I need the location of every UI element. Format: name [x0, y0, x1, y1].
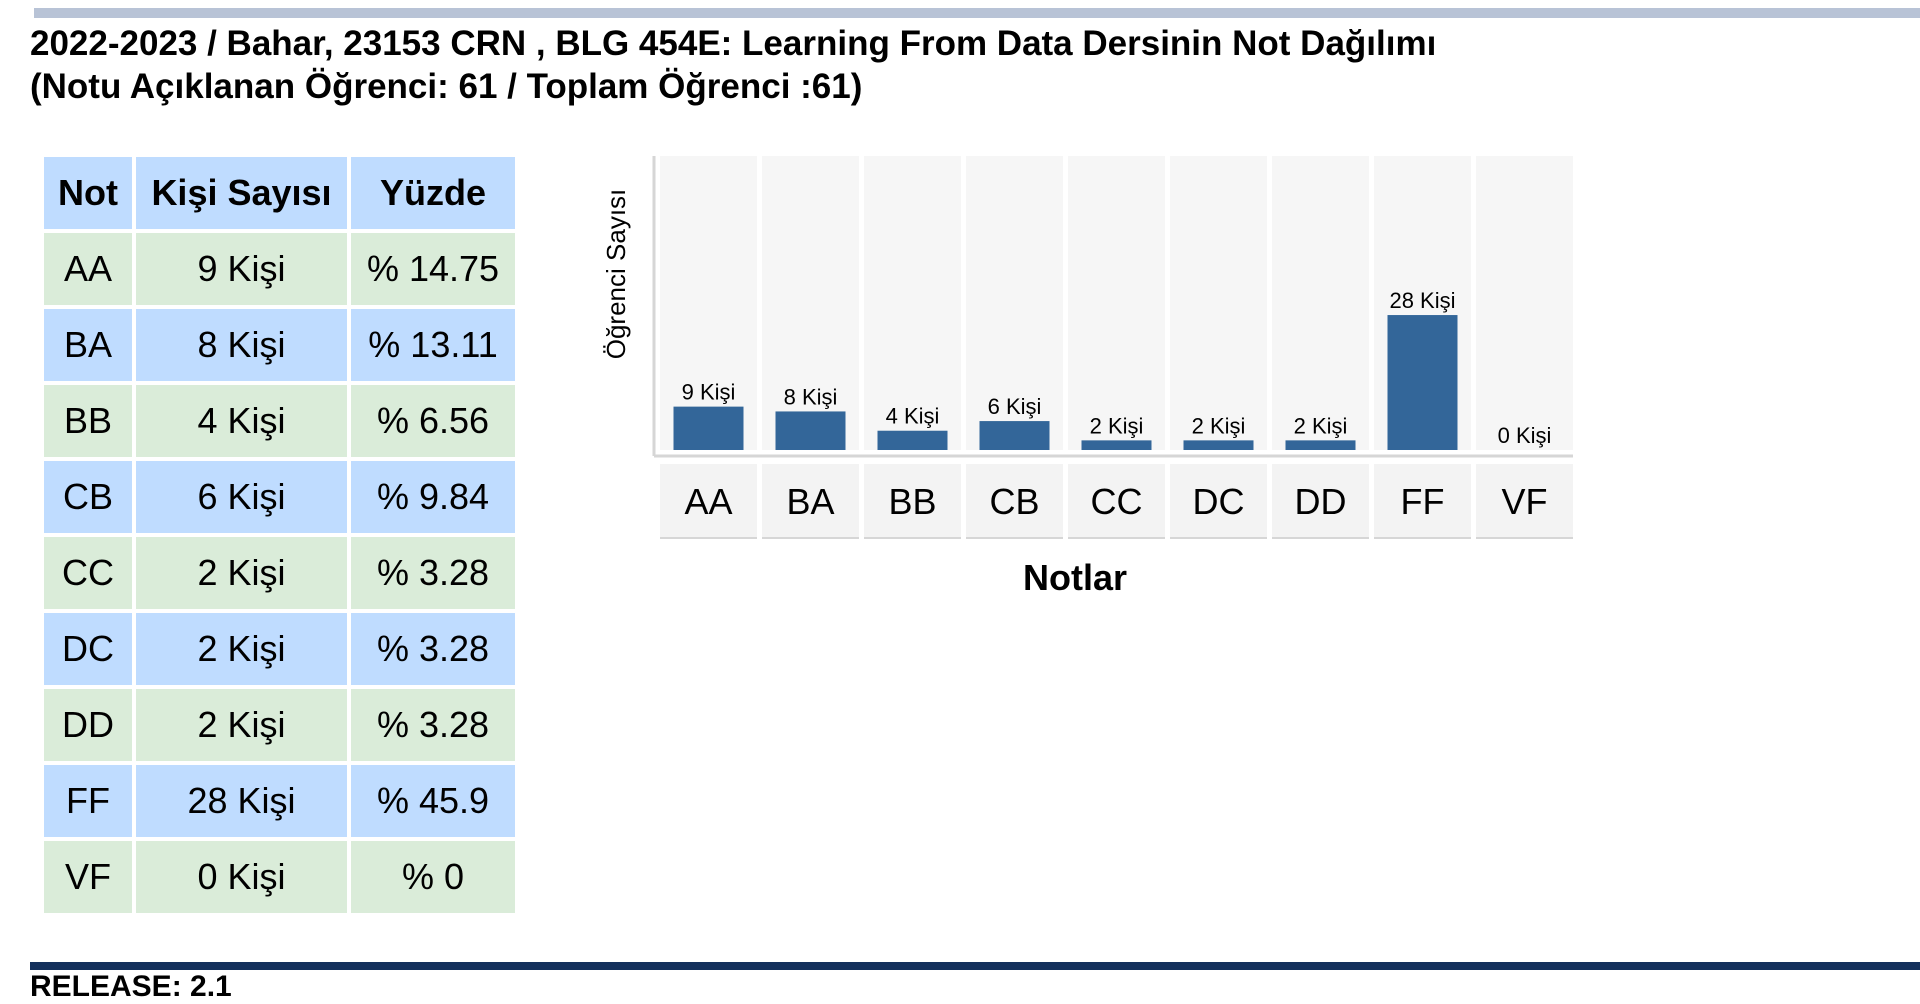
- percent-cell: % 3.28: [351, 689, 515, 761]
- y-axis-label: Öğrenci Sayısı: [601, 189, 631, 360]
- percent-cell: % 13.11: [351, 309, 515, 381]
- table-row: VF 0 Kişi % 0: [44, 841, 515, 913]
- table-row: CB 6 Kişi % 9.84: [44, 461, 515, 533]
- grade-cell: CB: [44, 461, 132, 533]
- count-cell: 2 Kişi: [136, 689, 347, 761]
- x-tick-label: CB: [989, 481, 1039, 522]
- table-row: DC 2 Kişi % 3.28: [44, 613, 515, 685]
- x-axis-label: Notlar: [1023, 557, 1127, 598]
- category-cell: [1476, 464, 1573, 538]
- data-label: 2 Kişi: [1192, 413, 1246, 438]
- table-row: AA 9 Kişi % 14.75: [44, 233, 515, 305]
- column-background: [660, 156, 757, 450]
- grade-cell: DC: [44, 613, 132, 685]
- count-cell: 0 Kişi: [136, 841, 347, 913]
- x-tick-label: BB: [888, 481, 936, 522]
- percent-cell: % 0: [351, 841, 515, 913]
- count-cell: 4 Kişi: [136, 385, 347, 457]
- x-tick-label: CC: [1091, 481, 1143, 522]
- category-cell: [1170, 464, 1267, 538]
- top-divider: [34, 8, 1920, 18]
- grade-cell: AA: [44, 233, 132, 305]
- bar-ba: [775, 411, 846, 450]
- data-label: 8 Kişi: [784, 384, 838, 409]
- percent-cell: % 6.56: [351, 385, 515, 457]
- grade-cell: BA: [44, 309, 132, 381]
- data-label: 9 Kişi: [682, 380, 736, 405]
- data-label: 0 Kişi: [1498, 423, 1552, 448]
- bar-cb: [979, 421, 1050, 450]
- header-yuzde: Yüzde: [351, 157, 515, 229]
- data-label: 6 Kişi: [988, 394, 1042, 419]
- percent-cell: % 9.84: [351, 461, 515, 533]
- category-cell: [1374, 464, 1471, 538]
- category-cell: [660, 464, 757, 538]
- bar-bb: [877, 430, 948, 450]
- count-cell: 2 Kişi: [136, 613, 347, 685]
- count-cell: 2 Kişi: [136, 537, 347, 609]
- x-tick-label: AA: [684, 481, 732, 522]
- table-row: BA 8 Kişi % 13.11: [44, 309, 515, 381]
- grade-cell: VF: [44, 841, 132, 913]
- table-row: CC 2 Kişi % 3.28: [44, 537, 515, 609]
- category-cell: [864, 464, 961, 538]
- column-background: [966, 156, 1063, 450]
- column-background: [1170, 156, 1267, 450]
- x-tick-label: FF: [1401, 481, 1445, 522]
- column-background: [1068, 156, 1165, 450]
- percent-cell: % 14.75: [351, 233, 515, 305]
- x-tick-label: DD: [1295, 481, 1347, 522]
- x-tick-label: DC: [1193, 481, 1245, 522]
- category-cell: [1068, 464, 1165, 538]
- count-cell: 9 Kişi: [136, 233, 347, 305]
- data-label: 28 Kişi: [1389, 288, 1455, 313]
- bar-aa: [673, 406, 744, 450]
- column-background: [1476, 156, 1573, 450]
- percent-cell: % 3.28: [351, 613, 515, 685]
- bar-dc: [1183, 440, 1254, 450]
- count-cell: 6 Kişi: [136, 461, 347, 533]
- bar-dd: [1285, 440, 1356, 450]
- grade-cell: FF: [44, 765, 132, 837]
- header-not: Not: [44, 157, 132, 229]
- grade-cell: CC: [44, 537, 132, 609]
- header-kisi-sayisi: Kişi Sayısı: [136, 157, 347, 229]
- column-background: [762, 156, 859, 450]
- table-row: BB 4 Kişi % 6.56: [44, 385, 515, 457]
- category-cell: [762, 464, 859, 538]
- grade-cell: DD: [44, 689, 132, 761]
- page-title-line-2: (Notu Açıklanan Öğrenci: 61 / Toplam Öğr…: [30, 67, 863, 106]
- data-label: 4 Kişi: [886, 404, 940, 429]
- data-label: 2 Kişi: [1294, 413, 1348, 438]
- grade-distribution-table: Not Kişi Sayısı Yüzde AA 9 Kişi % 14.75 …: [40, 153, 519, 917]
- count-cell: 8 Kişi: [136, 309, 347, 381]
- grade-distribution-chart: Öğrenci Sayısı 9 Kişi AA 8 Kişi BA 4 Kişi BB 6…: [601, 156, 1573, 598]
- x-tick-label: VF: [1501, 481, 1547, 522]
- data-label: 2 Kişi: [1090, 413, 1144, 438]
- x-tick-label: BA: [786, 481, 834, 522]
- grade-cell: BB: [44, 385, 132, 457]
- percent-cell: % 45.9: [351, 765, 515, 837]
- category-cell: [966, 464, 1063, 538]
- bottom-divider: [30, 962, 1920, 970]
- page-title-line-1: 2022-2023 / Bahar, 23153 CRN , BLG 454E:…: [30, 24, 1437, 63]
- column-background: [864, 156, 961, 450]
- page-title: 2022-2023 / Bahar, 23153 CRN , BLG 454E:…: [30, 22, 1436, 108]
- table-row: FF 28 Kişi % 45.9: [44, 765, 515, 837]
- bar-cc: [1081, 440, 1152, 450]
- release-label: RELEASE: 2.1: [30, 970, 232, 1003]
- category-cell: [1272, 464, 1369, 538]
- column-background: [1272, 156, 1369, 450]
- count-cell: 28 Kişi: [136, 765, 347, 837]
- table-header-row: Not Kişi Sayısı Yüzde: [44, 157, 515, 229]
- bar-ff: [1387, 315, 1458, 450]
- percent-cell: % 3.28: [351, 537, 515, 609]
- table-row: DD 2 Kişi % 3.28: [44, 689, 515, 761]
